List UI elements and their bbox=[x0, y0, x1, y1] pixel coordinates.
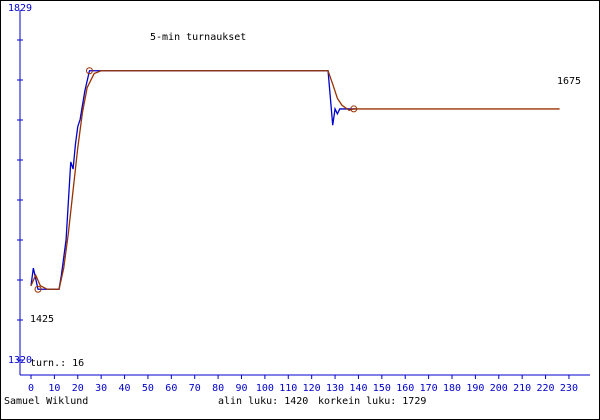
x-tick-label: 160 bbox=[396, 383, 414, 394]
x-tick-label: 60 bbox=[165, 383, 177, 394]
x-tick-label: 140 bbox=[349, 383, 367, 394]
chart-title: 5-min turnaukset bbox=[150, 32, 246, 43]
x-tick-label: 100 bbox=[256, 383, 274, 394]
x-tick-label: 70 bbox=[189, 383, 201, 394]
x-tick-label: 10 bbox=[48, 383, 60, 394]
x-tick-label: 230 bbox=[560, 383, 578, 394]
y-tick-label: 1320 bbox=[8, 355, 32, 366]
marker bbox=[350, 105, 358, 113]
annotation: 1425 bbox=[30, 314, 54, 325]
highest-rating: korkein luku: 1729 bbox=[318, 396, 426, 407]
series-line bbox=[30, 70, 560, 290]
x-tick-label: 20 bbox=[72, 383, 84, 394]
y-tick-label: 1829 bbox=[8, 3, 32, 14]
lowest-rating: alin luku: 1420 bbox=[218, 396, 308, 407]
x-tick-label: 90 bbox=[235, 383, 247, 394]
x-tick-label: 190 bbox=[466, 383, 484, 394]
x-tick-label: 180 bbox=[443, 383, 461, 394]
x-tick-label: 80 bbox=[212, 383, 224, 394]
x-tick-label: 120 bbox=[303, 383, 321, 394]
x-tick-label: 30 bbox=[95, 383, 107, 394]
x-tick-label: 220 bbox=[537, 383, 555, 394]
x-tick-label: 210 bbox=[513, 383, 531, 394]
x-tick-label: 200 bbox=[490, 383, 508, 394]
tournament-count: turn.: 16 bbox=[30, 358, 84, 369]
x-tick-label: 110 bbox=[279, 383, 297, 394]
x-tick-label: 0 bbox=[28, 383, 34, 394]
x-tick-label: 130 bbox=[326, 383, 344, 394]
x-tick-label: 40 bbox=[119, 383, 131, 394]
x-tick-label: 170 bbox=[420, 383, 438, 394]
x-tick-label: 50 bbox=[142, 383, 154, 394]
marker bbox=[85, 67, 93, 75]
x-tick-label: 150 bbox=[373, 383, 391, 394]
annotation: 1675 bbox=[557, 76, 581, 87]
player-name: Samuel Wiklund bbox=[4, 396, 88, 407]
marker bbox=[34, 285, 42, 293]
